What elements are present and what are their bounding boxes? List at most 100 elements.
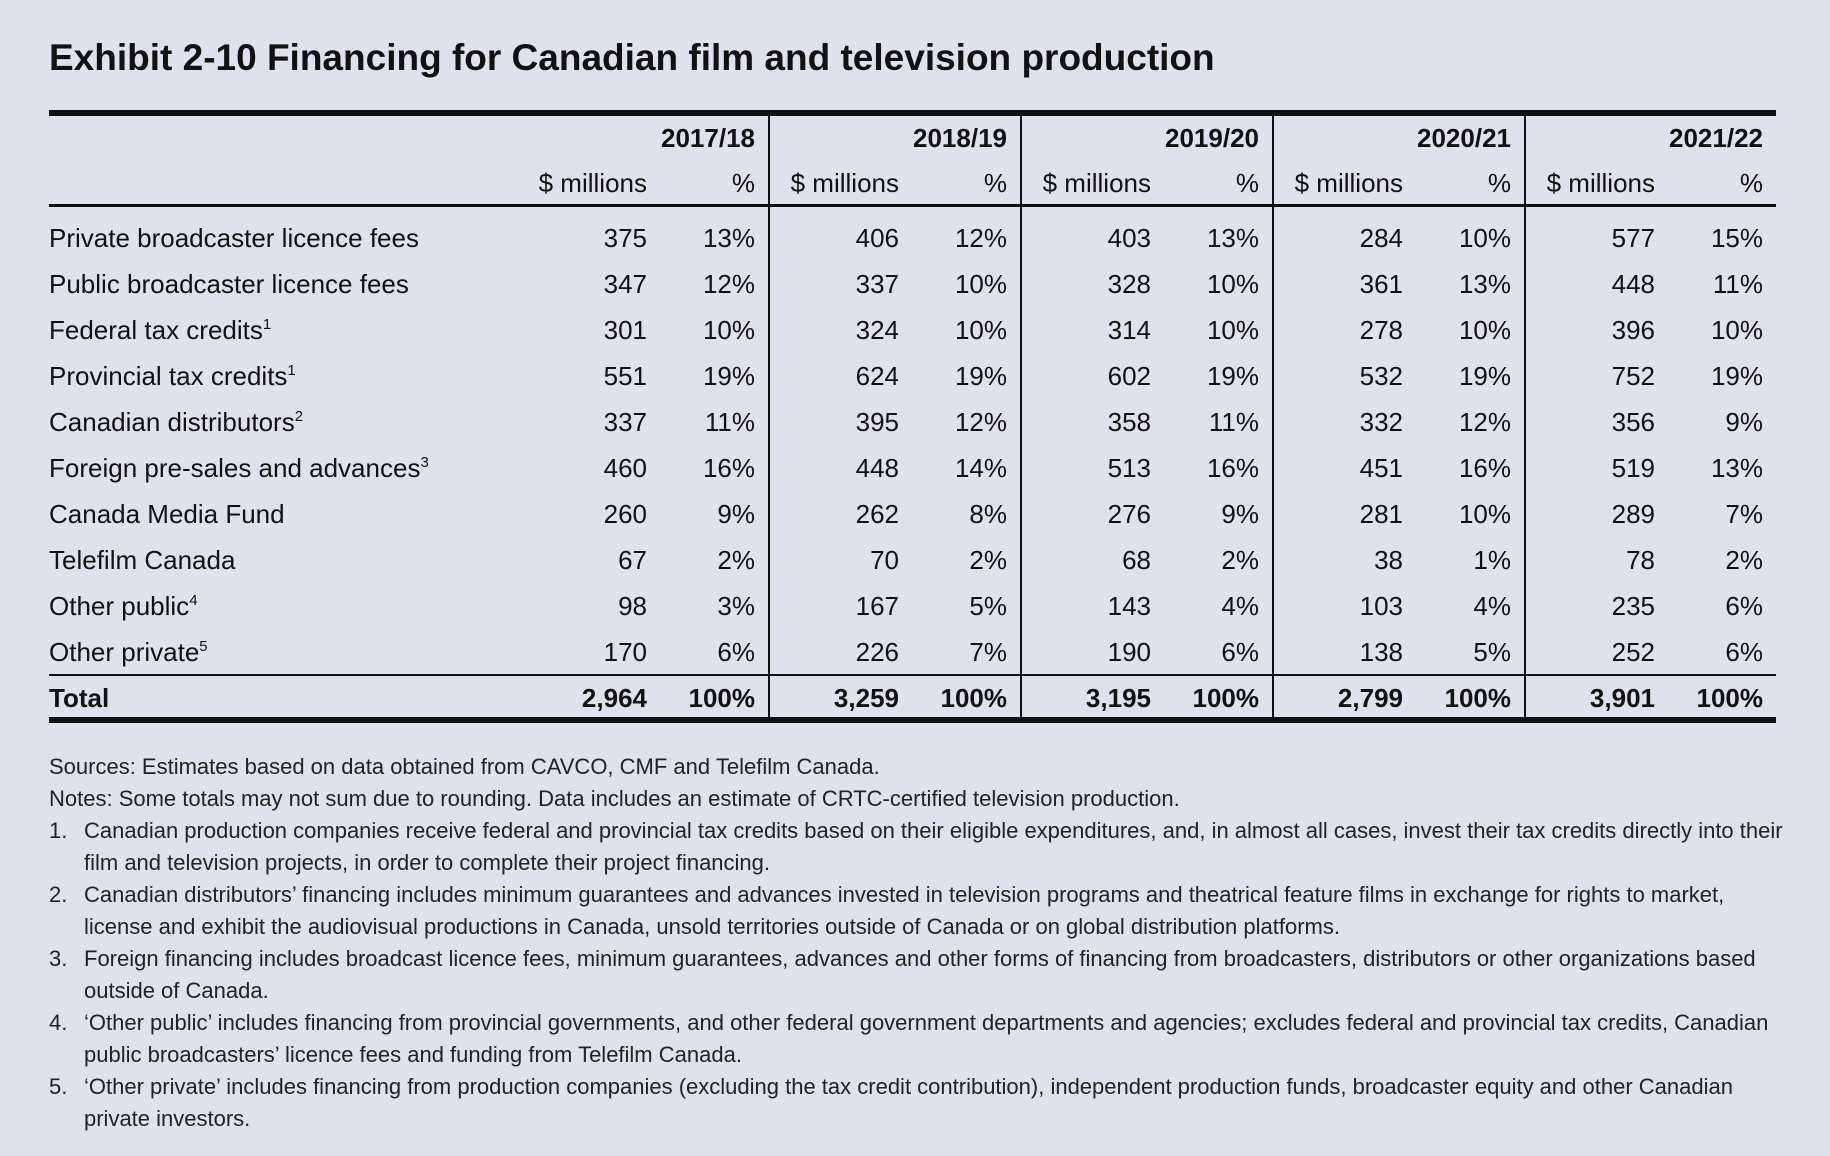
footnote-text: Foreign financing includes broadcast lic… (84, 946, 1756, 1003)
footnote-ref: 1 (287, 362, 296, 379)
share: 11% (1712, 269, 1763, 299)
subheader: % (731, 168, 755, 198)
rule-header (49, 204, 1776, 207)
share: 14% (954, 453, 1007, 483)
amount: 278 (1359, 315, 1403, 345)
label-text: Public broadcaster licence fees (49, 269, 409, 299)
amount: 143 (1107, 591, 1151, 621)
amount: 3,195 (1085, 683, 1151, 713)
share: 11% (704, 407, 755, 437)
share: 10% (1206, 315, 1259, 345)
label-text: Provincial tax credits (49, 361, 288, 391)
amount: 337 (603, 407, 647, 437)
amount: 138 (1359, 637, 1403, 667)
amount: 752 (1611, 361, 1655, 391)
amount: 337 (855, 269, 899, 299)
row-label: Private broadcaster licence fees (49, 223, 419, 253)
footnote-text: Canadian distributors’ financing include… (84, 882, 1725, 939)
share: 10% (1206, 269, 1259, 299)
subheader: % (983, 168, 1007, 198)
amount: 395 (855, 407, 899, 437)
label-text: Canadian distributors (49, 407, 295, 437)
amount: 260 (603, 499, 647, 529)
amount: 252 (1611, 637, 1655, 667)
row-label: Provincial tax credits1 (49, 361, 296, 391)
footnote-text: Canadian production companies receive fe… (84, 818, 1783, 875)
amount: 67 (618, 545, 647, 575)
amount: 328 (1107, 269, 1151, 299)
footnote-marker: 2. (49, 882, 68, 907)
total-label: Total (49, 683, 109, 713)
amount: 2,964 (581, 683, 647, 713)
share: 6% (717, 637, 755, 667)
share: 100% (940, 683, 1008, 713)
footnote: 2. Canadian distributors’ financing inclu… (49, 879, 1789, 943)
footnote-ref: 1 (262, 316, 272, 333)
amount: 602 (1107, 361, 1151, 391)
amount: 396 (1611, 315, 1655, 345)
amount: 448 (855, 453, 899, 483)
share: 10% (1458, 223, 1511, 253)
amount: 361 (1359, 269, 1403, 299)
share: 10% (954, 315, 1007, 345)
share: 16% (702, 453, 755, 483)
label-text: Telefilm Canada (49, 545, 236, 575)
share: 6% (1221, 637, 1259, 667)
amount: 347 (603, 269, 647, 299)
amount: 284 (1359, 223, 1403, 253)
share: 13% (1458, 269, 1511, 299)
label-text: Other private (49, 637, 200, 667)
share: 100% (1192, 683, 1260, 713)
amount: 281 (1359, 499, 1403, 529)
year-header: 2020/21 (1417, 123, 1511, 153)
share: 13% (1710, 453, 1763, 483)
column-separator (768, 116, 770, 717)
amount: 460 (603, 453, 647, 483)
footnote-ref: 3 (420, 454, 429, 471)
share: 11% (1208, 407, 1259, 437)
row-label: Canada Media Fund (49, 499, 285, 529)
footnote-ref: 4 (189, 592, 198, 609)
share: 19% (1458, 361, 1511, 391)
amount: 314 (1107, 315, 1151, 345)
share: 12% (954, 407, 1007, 437)
label-text: Other public (49, 591, 190, 621)
row-label: Canadian distributors2 (49, 407, 303, 437)
share: 9% (1725, 407, 1763, 437)
share: 2% (717, 545, 755, 575)
share: 19% (954, 361, 1007, 391)
label-text: Foreign pre-sales and advances (49, 453, 421, 483)
share: 16% (1458, 453, 1511, 483)
share: 19% (1710, 361, 1763, 391)
subheader: % (1487, 168, 1511, 198)
amount: 235 (1611, 591, 1655, 621)
share: 2% (1221, 545, 1259, 575)
subheader: % (1739, 168, 1763, 198)
amount: 103 (1359, 591, 1403, 621)
amount: 375 (603, 223, 647, 253)
share: 12% (954, 223, 1007, 253)
amount: 513 (1107, 453, 1151, 483)
column-separator (1272, 116, 1274, 717)
title: Exhibit 2-10 Financing for Canadian film… (49, 37, 1215, 78)
amount: 68 (1122, 545, 1151, 575)
subheader: $ millions (1546, 168, 1655, 198)
amount: 276 (1107, 499, 1151, 529)
year-header: 2019/20 (1165, 123, 1259, 153)
share: 1% (1473, 545, 1511, 575)
share: 13% (1206, 223, 1259, 253)
share: 100% (1696, 683, 1764, 713)
footnote: 5. ‘Other private’ includes financing fro… (49, 1071, 1789, 1135)
share: 2% (969, 545, 1007, 575)
year-header: 2018/19 (913, 123, 1007, 153)
rule-top (49, 110, 1776, 116)
amount: 448 (1611, 269, 1655, 299)
amount: 98 (618, 591, 647, 621)
subheader: $ millions (1042, 168, 1151, 198)
footnote: 3. Foreign financing includes broadcast l… (49, 943, 1789, 1007)
label-text: Total (49, 683, 110, 713)
amount: 403 (1107, 223, 1151, 253)
row-label: Other public4 (49, 591, 198, 621)
share: 3% (717, 591, 755, 621)
